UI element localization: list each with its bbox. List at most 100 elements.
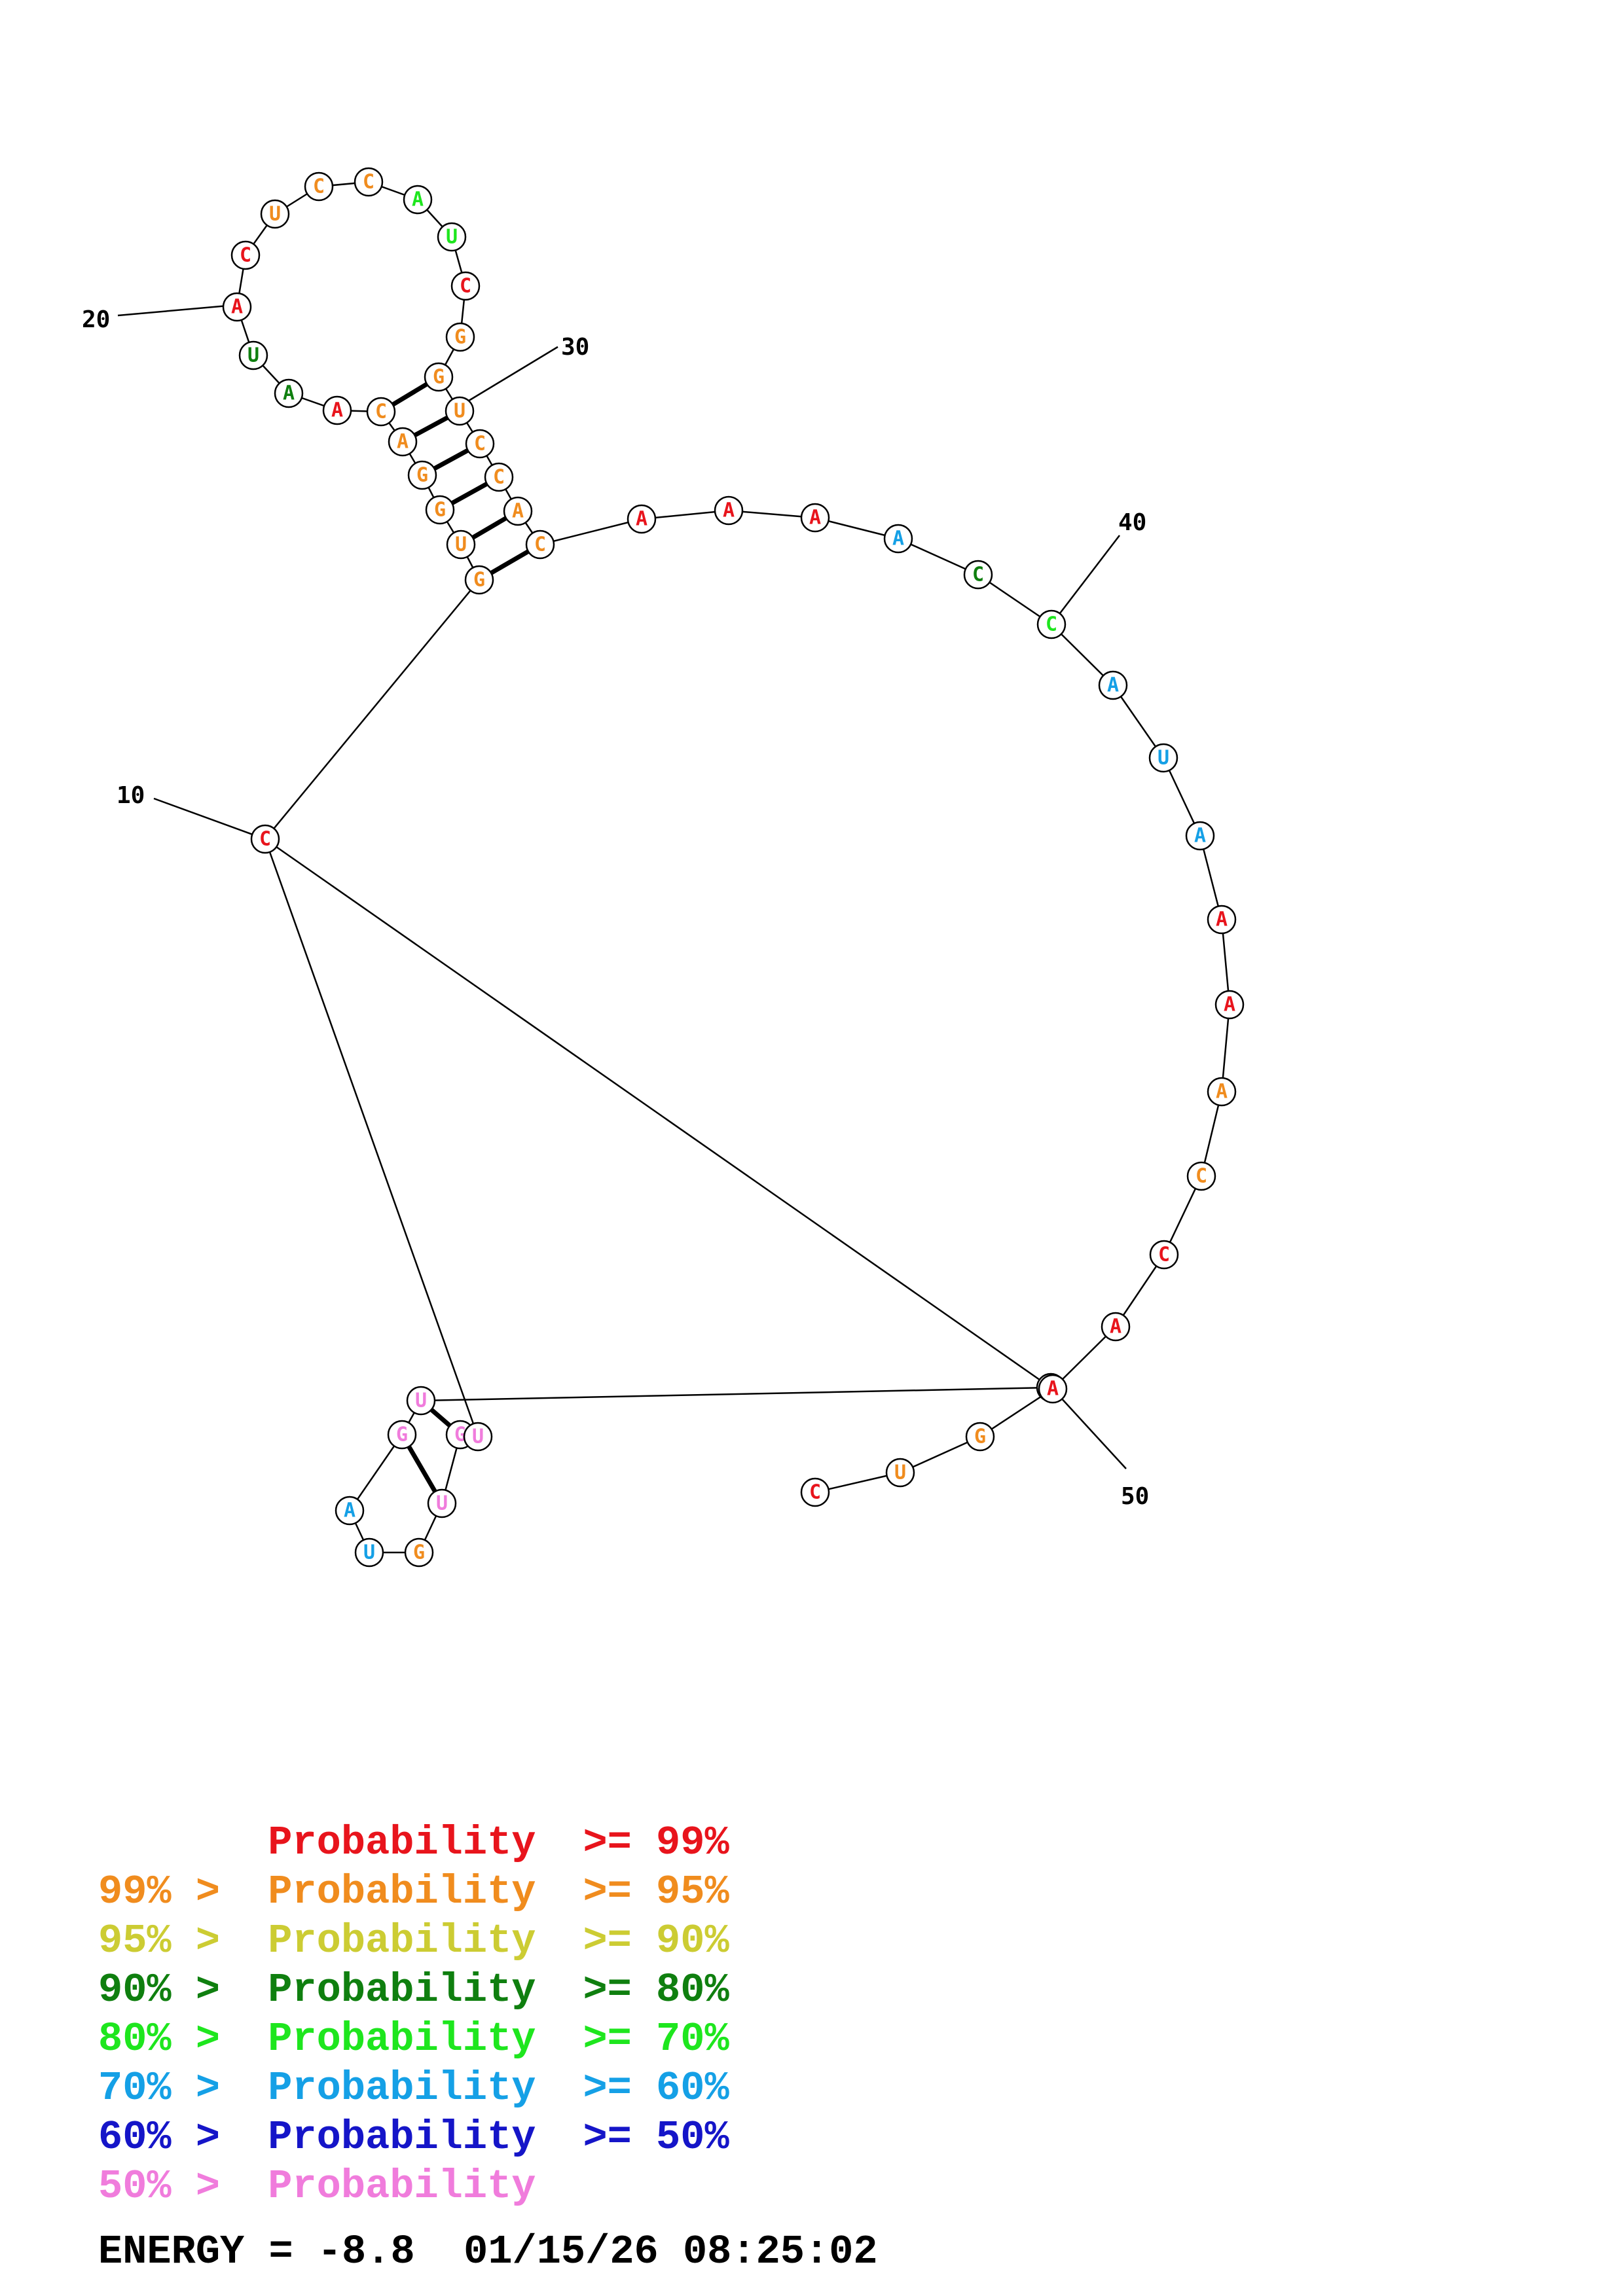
legend-rhs: >= 80% (583, 1967, 729, 2013)
nucleotide-22: U (238, 340, 268, 370)
legend-lhs: 70% > (98, 2065, 221, 2111)
backbone-segment (977, 573, 1052, 626)
nucleotide-letter: U (454, 400, 465, 423)
nucleotide-letter: G (473, 569, 485, 592)
nucleotide-30: C (450, 271, 481, 301)
nucleotide-letter: C (809, 1481, 821, 1504)
nucleotide-letter: U (455, 533, 467, 556)
nucleotide-46: A (1185, 821, 1215, 851)
nucleotide-circle (484, 462, 514, 492)
nucleotide-circle (366, 397, 396, 427)
tick-line (1052, 1388, 1127, 1469)
nucleotide-circle (503, 496, 533, 526)
nucleotide-circle (230, 240, 261, 270)
nucleotide-circle (800, 1477, 830, 1507)
nucleotide-20: A (322, 395, 352, 425)
nucleotide-letter: C (363, 171, 374, 194)
backbone-segment (264, 838, 479, 1437)
nucleotide-letter: U (446, 226, 458, 249)
nucleotide-circle (1185, 821, 1215, 851)
nucleotide-letter: U (894, 1462, 906, 1484)
nucleotide-51: C (1149, 1240, 1179, 1270)
nucleotide-circle (1207, 1077, 1237, 1107)
nucleotide-letter: A (1107, 674, 1119, 697)
nucleotide-letter: C (534, 533, 546, 556)
nucleotide-letter: U (247, 344, 259, 367)
nucleotide-letter: A (892, 528, 904, 550)
nucleotide-6: G (387, 1420, 417, 1450)
nucleotide-39: A (714, 495, 744, 526)
nucleotides: CAUGAUGUGUGUGGACAAUACUCCAUCGGUCCACAAAACC… (222, 167, 1245, 1568)
nucleotide-circle (627, 504, 657, 534)
nucleotide-letter: A (512, 500, 524, 523)
nucleotide-letter: G (413, 1541, 425, 1564)
nucleotide-letter: G (433, 366, 445, 389)
nucleotide-letter: U (472, 1426, 484, 1448)
legend-rhs: >= 99% (583, 1820, 729, 1866)
nucleotide-37: C (525, 529, 555, 560)
legend-label: Probability (268, 1869, 536, 1915)
nucleotide-circle (445, 396, 475, 426)
energy-footer: ENERGY = -8.8 01/15/26 08:25:02 (98, 2229, 878, 2275)
probability-legend: Probability >= 99% 99% > Probability >= 9… (98, 1818, 729, 2211)
backbone-segment (264, 838, 1051, 1389)
nucleotide-circle (1149, 1240, 1179, 1270)
nucleotide-letter: C (1195, 1165, 1207, 1188)
nucleotide-34: C (465, 429, 495, 459)
nucleotide-letter: C (493, 466, 505, 489)
nucleotide-letter: C (259, 828, 271, 851)
nucleotide-10: U (427, 1488, 457, 1518)
nucleotide-43: C (1036, 609, 1067, 639)
nucleotide-circle (1101, 1312, 1131, 1342)
backbone-segment (1052, 1326, 1116, 1390)
nucleotide-letter: G (434, 499, 446, 522)
nucleotide-circle (1148, 743, 1178, 773)
nucleotide-49: A (1207, 1077, 1237, 1107)
nucleotide-circle (407, 460, 437, 490)
backbone-segment (900, 1435, 981, 1474)
energy-value: ENERGY = -8.8 (98, 2229, 415, 2275)
legend-rhs: >= 70% (583, 2016, 729, 2062)
nucleotide-41: A (883, 524, 913, 554)
nucleotide-letter: C (972, 564, 984, 586)
nucleotide-letter: A (231, 296, 243, 319)
legend-lhs: 60% > (98, 2114, 221, 2161)
nucleotide-circle (437, 222, 467, 252)
nucleotide-40: A (800, 503, 830, 533)
nucleotide-circle (883, 524, 913, 554)
nucleotide-letter: C (240, 244, 251, 267)
legend-label: Probability (268, 1918, 536, 1964)
nucleotide-letter: C (375, 401, 387, 423)
nucleotide-letter: G (454, 1424, 466, 1446)
nucleotide-circle (260, 199, 290, 229)
backbone-segment (420, 1386, 1051, 1402)
nucleotide-circle (885, 1458, 915, 1488)
nucleotide-letter: A (723, 499, 735, 522)
backbone-segment (539, 518, 642, 546)
nucleotide-letter: C (1158, 1244, 1170, 1266)
tick-label: 50 (1121, 1483, 1149, 1510)
nucleotide-circle (450, 271, 481, 301)
legend-lhs: 80% > (98, 2016, 221, 2062)
nucleotide-circle (250, 824, 280, 854)
nucleotide-circle (1036, 609, 1067, 639)
nucleotide-letter: C (1046, 613, 1057, 636)
nucleotide-letter: U (415, 1390, 427, 1412)
nucleotide-circle (354, 1537, 384, 1568)
nucleotide-circle (1186, 1161, 1216, 1191)
nucleotide-33: U (445, 396, 475, 426)
nucleotide-47: A (1207, 905, 1237, 935)
nucleotide-16: G (425, 495, 455, 525)
nucleotide-21: A (274, 378, 304, 408)
nucleotide-circle (463, 1422, 493, 1452)
nucleotide-letter: A (412, 188, 424, 211)
nucleotide-48: A (1214, 990, 1245, 1020)
legend-row: 70% > Probability >= 60% (98, 2064, 729, 2113)
legend-label: Probability (268, 2114, 536, 2161)
nucleotide-28: A (403, 185, 433, 215)
nucleotide-circle (424, 362, 454, 392)
legend-row: 50% > Probability (98, 2162, 729, 2211)
nucleotide-24: C (230, 240, 261, 270)
nucleotide-circle (425, 495, 455, 525)
backbone (236, 181, 1231, 1554)
